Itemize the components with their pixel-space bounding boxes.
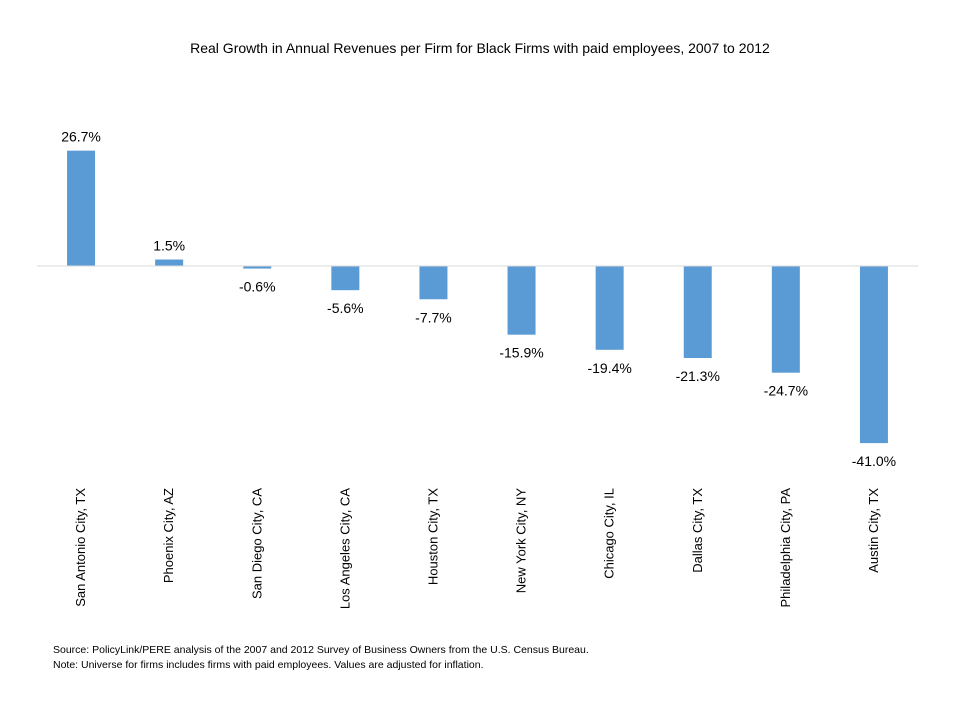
inflation-note: Note: Universe for firms includes firms …: [53, 659, 484, 671]
bar: [507, 266, 536, 335]
category-label: Dallas City, TX: [690, 488, 705, 573]
chart-title: Real Growth in Annual Revenues per Firm …: [190, 40, 770, 56]
bar: [419, 266, 448, 300]
category-label: San Antonio City, TX: [73, 488, 88, 607]
bar: [595, 266, 624, 350]
bar: [859, 266, 888, 444]
bar: [683, 266, 712, 359]
category-label: Houston City, TX: [425, 488, 440, 585]
category-label: San Diego City, CA: [249, 488, 264, 599]
bar: [243, 266, 272, 269]
category-label: Philadelphia City, PA: [778, 488, 793, 608]
category-label: Phoenix City, AZ: [161, 488, 176, 583]
category-label: Los Angeles City, CA: [337, 488, 352, 609]
bar: [155, 259, 184, 266]
bar: [331, 266, 360, 291]
data-label: -7.7%: [415, 309, 452, 325]
data-label: -21.3%: [676, 368, 720, 384]
data-label: -5.6%: [327, 300, 364, 316]
data-label: 26.7%: [61, 129, 101, 145]
category-label: New York City, NY: [514, 488, 529, 594]
data-label: -41.0%: [852, 453, 896, 469]
data-label: -24.7%: [764, 383, 808, 399]
data-label: -15.9%: [499, 345, 543, 361]
data-label: -19.4%: [587, 360, 631, 376]
bar: [67, 150, 96, 266]
data-label: 1.5%: [153, 238, 185, 254]
category-label: Austin City, TX: [866, 488, 881, 573]
chart-notes: Source: PolicyLink/PERE analysis of the …: [53, 643, 589, 673]
source-note: Source: PolicyLink/PERE analysis of the …: [53, 644, 589, 656]
category-label: Chicago City, IL: [602, 488, 617, 579]
data-label: -0.6%: [239, 279, 276, 295]
bar: [771, 266, 800, 373]
